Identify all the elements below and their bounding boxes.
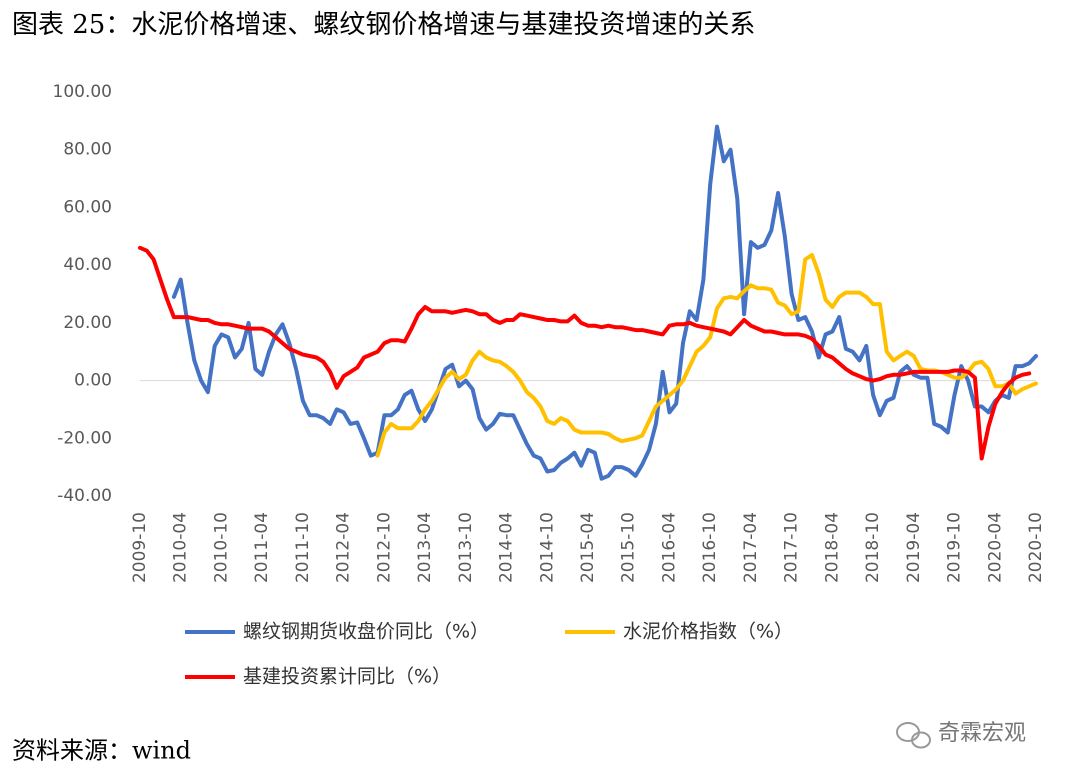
x-tick-label: 2017-10 bbox=[782, 512, 802, 583]
x-tick-label: 2014-10 bbox=[537, 512, 557, 583]
source: 资料来源：wind bbox=[12, 737, 191, 765]
line-series bbox=[138, 245, 1032, 461]
x-tick-label: 2011-04 bbox=[252, 512, 272, 583]
y-tick-label: -20.00 bbox=[57, 428, 112, 448]
chart-title: 图表 25：水泥价格增速、螺纹钢价格增速与基建投资增速的关系 bbox=[12, 10, 755, 40]
x-tick-label: 2012-10 bbox=[374, 512, 394, 583]
y-tick-label: 60.00 bbox=[63, 197, 112, 217]
x-tick-label: 2015-04 bbox=[578, 512, 598, 583]
y-tick-label: -40.00 bbox=[57, 486, 112, 506]
x-tick-label: 2013-10 bbox=[456, 512, 476, 583]
y-tick-label: 20.00 bbox=[63, 313, 112, 333]
y-tick-label: 40.00 bbox=[63, 255, 112, 275]
legend-label: 基建投资累计同比（%） bbox=[243, 666, 451, 688]
x-tick-label: 2010-04 bbox=[171, 512, 191, 583]
x-tick-label: 2020-04 bbox=[985, 512, 1005, 583]
y-tick-label: 100.00 bbox=[53, 82, 112, 102]
x-tick-label: 2019-04 bbox=[904, 512, 924, 583]
legend-label: 水泥价格指数（%） bbox=[623, 621, 793, 643]
x-tick-label: 2018-04 bbox=[822, 512, 842, 583]
x-tick-label: 2011-10 bbox=[293, 512, 313, 583]
x-tick-label: 2018-10 bbox=[863, 512, 883, 583]
y-tick-label: 80.00 bbox=[63, 140, 112, 160]
x-tick-label: 2012-04 bbox=[334, 512, 354, 583]
x-tick-label: 2019-10 bbox=[945, 512, 965, 583]
x-tick-label: 2009-10 bbox=[130, 512, 150, 583]
watermark-icon bbox=[896, 722, 931, 749]
watermark: 奇霖宏观 bbox=[938, 721, 1026, 746]
x-tick-label: 2016-10 bbox=[700, 512, 720, 583]
x-tick-label: 2014-04 bbox=[497, 512, 517, 583]
x-tick-label: 2020-10 bbox=[1026, 512, 1046, 583]
x-tick-label: 2016-04 bbox=[659, 512, 679, 583]
legend-label: 螺纹钢期货收盘价同比（%） bbox=[243, 621, 489, 643]
x-tick-label: 2013-04 bbox=[415, 512, 435, 583]
x-tick-label: 2015-10 bbox=[619, 512, 639, 583]
y-tick-label: 0.00 bbox=[74, 371, 112, 391]
x-tick-label: 2017-04 bbox=[741, 512, 761, 583]
line-series bbox=[171, 124, 1038, 481]
x-tick-label: 2010-10 bbox=[211, 512, 231, 583]
